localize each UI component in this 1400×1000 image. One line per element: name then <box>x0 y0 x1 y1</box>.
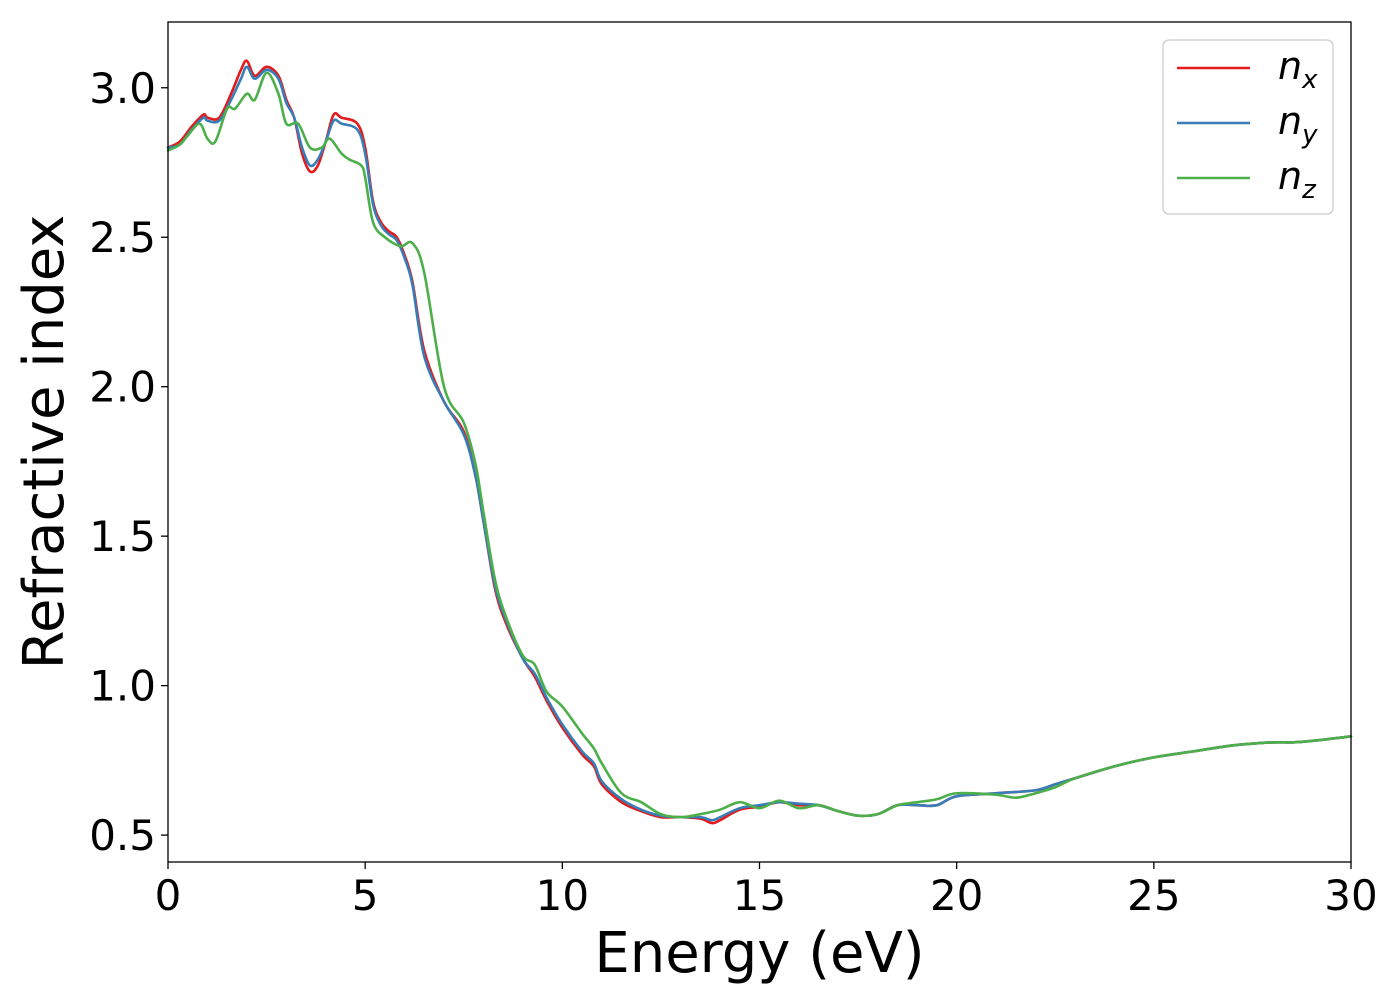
x-tick-label: 30 <box>1324 871 1377 920</box>
plot-area <box>168 22 1351 862</box>
y-tick-label: 1.0 <box>89 662 156 711</box>
x-axis-label: Energy (eV) <box>594 921 924 986</box>
y-tick-label: 2.5 <box>89 213 156 262</box>
x-axis-ticks: 0 5 10 15 20 25 30 <box>155 862 1378 920</box>
legend-label-n-z: nz <box>1278 154 1317 205</box>
legend-label-n-y: ny <box>1278 99 1318 150</box>
legend-box <box>1162 39 1334 215</box>
y-axis-ticks: 0.5 1.0 1.5 2.0 2.5 3.0 <box>89 64 168 860</box>
series-line-n-z <box>166 71 1353 819</box>
series-line-n-y <box>166 65 1353 822</box>
legend-label-n-x: nx <box>1278 44 1318 95</box>
y-axis-label: Refractive index <box>12 215 77 670</box>
y-tick-label: 0.5 <box>89 811 156 860</box>
y-tick-label: 2.0 <box>89 363 156 412</box>
series-layer <box>166 59 1353 825</box>
x-tick-label: 15 <box>733 871 786 920</box>
x-tick-label: 0 <box>155 871 182 920</box>
x-tick-label: 25 <box>1127 871 1180 920</box>
x-tick-label: 10 <box>536 871 589 920</box>
x-tick-label: 5 <box>352 871 379 920</box>
y-tick-label: 1.5 <box>89 512 156 561</box>
x-tick-label: 20 <box>930 871 983 920</box>
y-tick-label: 3.0 <box>89 64 156 113</box>
